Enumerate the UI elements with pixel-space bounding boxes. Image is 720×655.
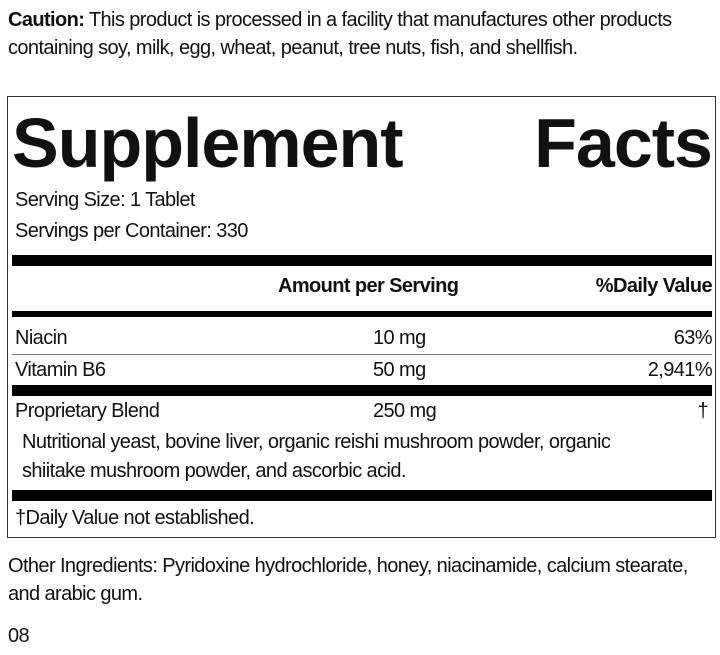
serving-size: Serving Size: 1 Tablet	[15, 189, 195, 211]
thick-divider	[12, 490, 712, 501]
thick-divider	[12, 385, 712, 396]
thin-divider	[12, 354, 712, 355]
header-daily-value: %Daily Value	[595, 275, 713, 297]
title-supplement: Supplement	[12, 104, 404, 182]
footnote: †Daily Value not established.	[15, 507, 255, 529]
nutrient-name: Proprietary Blend	[15, 400, 160, 422]
nutrient-dv: †	[697, 400, 708, 422]
nutrient-dv: 63%	[673, 327, 713, 349]
caution-statement: Caution: This product is processed in a …	[8, 6, 708, 62]
nutrient-amount: 250 mg	[373, 400, 437, 422]
medium-divider	[12, 311, 712, 317]
product-code: 08	[8, 625, 30, 647]
nutrient-amount: 10 mg	[373, 327, 426, 349]
nutrient-name: Niacin	[15, 327, 68, 349]
thick-divider	[12, 255, 712, 266]
header-amount: Amount per Serving	[278, 275, 459, 297]
title-facts: Facts	[534, 104, 713, 182]
blend-ingredients-line: shiitake mushroom powder, and ascorbic a…	[22, 460, 406, 482]
servings-per-container: Servings per Container: 330	[15, 220, 248, 242]
blend-ingredients-line: Nutritional yeast, bovine liver, organic…	[22, 431, 611, 453]
caution-text: This product is processed in a facility …	[8, 9, 672, 59]
other-ingredients: Other Ingredients: Pyridoxine hydrochlor…	[8, 555, 688, 605]
nutrient-dv: 2,941%	[647, 359, 713, 381]
supplement-facts-panel	[7, 96, 716, 538]
nutrient-amount: 50 mg	[373, 359, 426, 381]
nutrient-name: Vitamin B6	[15, 359, 106, 381]
caution-label: Caution:	[8, 9, 85, 31]
panel-title: Supplement Facts	[12, 103, 713, 183]
